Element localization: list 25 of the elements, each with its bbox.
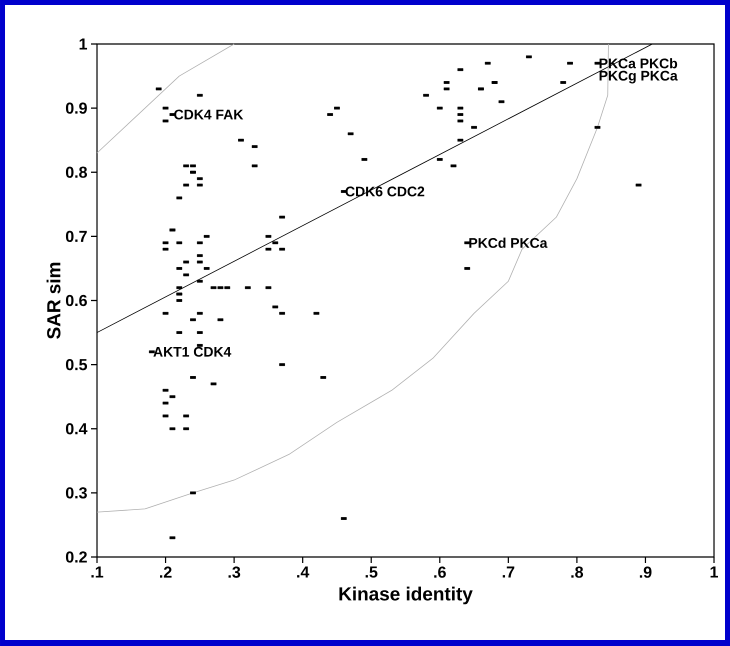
x-axis-title: Kinase identity [339,586,473,604]
y-tick-label: 0.9 [66,102,87,114]
x-tick-label: 1 [710,566,718,578]
y-tick-label: 0.5 [66,358,88,370]
x-tick-label: .4 [297,566,310,578]
y-axis-title: SAR sim [46,262,60,339]
y-tick-label: 0.8 [66,166,87,178]
x-tick-label: .2 [160,566,172,578]
x-tick-label: .5 [366,566,378,578]
y-tick-label: 0.4 [66,423,88,434]
x-tick-label: .3 [228,566,240,578]
x-tick-label: .8 [571,566,584,578]
x-tick-label: .1 [91,566,104,578]
annotation: AKT1 CDK4 [153,346,232,357]
annotation: CDK4 FAK [174,110,244,120]
y-tick-label: 1 [80,38,88,50]
annotation: PKCg PKCa [600,70,678,84]
x-tick-label: .7 [502,566,514,578]
x-tick-label: .9 [640,566,652,578]
annotation: PKCd PKCa [469,238,548,248]
y-tick-label: 0.7 [66,230,87,242]
y-tick-label: 0.6 [66,294,87,306]
y-tick-label: 0.2 [66,551,87,563]
y-tick-label: 0.3 [66,487,87,499]
x-tick-label: .6 [434,566,446,578]
